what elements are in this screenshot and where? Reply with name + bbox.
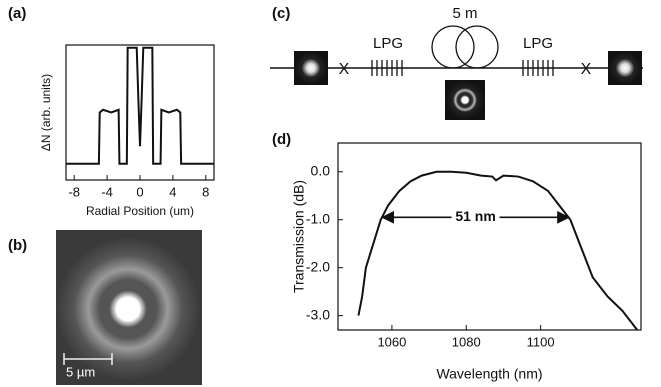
y-axis-label: ΔN (arb. units) bbox=[39, 74, 53, 151]
setup-diagram: X X LPG LPG 5 m bbox=[270, 5, 643, 120]
y-tick-label: -3.0 bbox=[306, 306, 330, 322]
y-tick-label: 0.0 bbox=[311, 162, 331, 178]
x-tick-label: 1100 bbox=[527, 334, 555, 349]
x-tick-label: 8 bbox=[202, 184, 209, 199]
x-tick-label: 0 bbox=[136, 184, 143, 199]
x-tick-label: 1080 bbox=[452, 334, 481, 349]
splice-mark: X bbox=[339, 61, 350, 78]
scale-bar-label: 5 µm bbox=[66, 364, 95, 379]
x-tick-label: -4 bbox=[101, 184, 113, 199]
x-tick-label: 4 bbox=[169, 184, 176, 199]
data-line bbox=[66, 48, 214, 164]
y-tick-label: -2.0 bbox=[306, 258, 330, 274]
mode-image: 5 µm bbox=[56, 230, 202, 385]
plot-frame bbox=[66, 45, 214, 180]
figure: (a) (b) (c) (d) 5 µm X X LPG LPG 5 m -8 -… bbox=[0, 0, 661, 387]
data-line bbox=[358, 172, 637, 330]
panel-label: (b) bbox=[8, 237, 27, 254]
splice-mark: X bbox=[581, 61, 592, 78]
annotation-label: 51 nm bbox=[455, 208, 495, 224]
plot-frame bbox=[338, 143, 641, 330]
panel-label: (d) bbox=[272, 131, 291, 148]
x-tick-label: 1060 bbox=[377, 334, 406, 349]
grating-label: LPG bbox=[373, 35, 403, 52]
length-label: 5 m bbox=[452, 5, 477, 22]
y-tick-label: -1.0 bbox=[306, 210, 330, 226]
x-axis-label: Radial Position (um) bbox=[86, 204, 194, 218]
panel-label: (c) bbox=[272, 5, 290, 22]
x-tick-label: -8 bbox=[68, 184, 80, 199]
panel-label: (a) bbox=[8, 5, 26, 22]
grating-label: LPG bbox=[523, 35, 553, 52]
y-axis-label: Transmission (dB) bbox=[291, 180, 307, 293]
x-axis-label: Wavelength (nm) bbox=[436, 366, 542, 382]
